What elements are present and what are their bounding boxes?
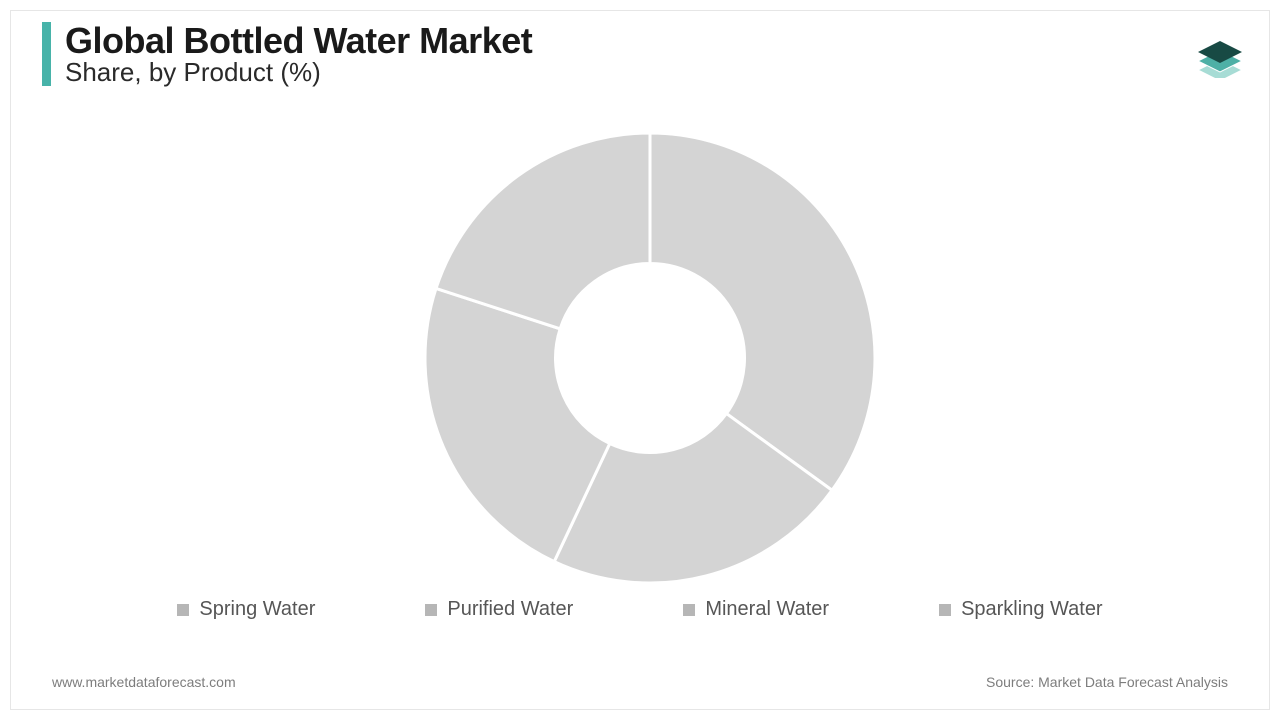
page-root: Global Bottled Water Market Share, by Pr… [0,0,1280,720]
accent-bar [42,22,51,86]
footer-left: www.marketdataforecast.com [52,674,236,690]
chart-title: Global Bottled Water Market [65,22,532,60]
stack-icon [1192,22,1248,78]
legend-marker [683,604,695,616]
legend-item: Sparkling Water [939,598,1103,621]
legend-marker [939,604,951,616]
brand-logo [1192,22,1248,78]
legend-label: Purified Water [447,598,573,621]
footer-right: Source: Market Data Forecast Analysis [986,674,1228,690]
donut-hole [556,264,745,453]
chart-legend: Spring Water Purified Water Mineral Water S… [0,598,1280,621]
legend-label: Sparkling Water [961,598,1103,621]
legend-item: Spring Water [177,598,315,621]
footer: www.marketdataforecast.com Source: Marke… [52,674,1228,690]
title-block: Global Bottled Water Market Share, by Pr… [42,22,532,86]
legend-item: Purified Water [425,598,573,621]
legend-label: Mineral Water [705,598,829,621]
titles-group: Global Bottled Water Market Share, by Pr… [65,22,532,86]
legend-item: Mineral Water [683,598,829,621]
legend-label: Spring Water [199,598,315,621]
legend-marker [425,604,437,616]
legend-marker [177,604,189,616]
donut-chart [420,128,880,588]
chart-subtitle: Share, by Product (%) [65,58,532,87]
donut-svg [420,128,880,588]
